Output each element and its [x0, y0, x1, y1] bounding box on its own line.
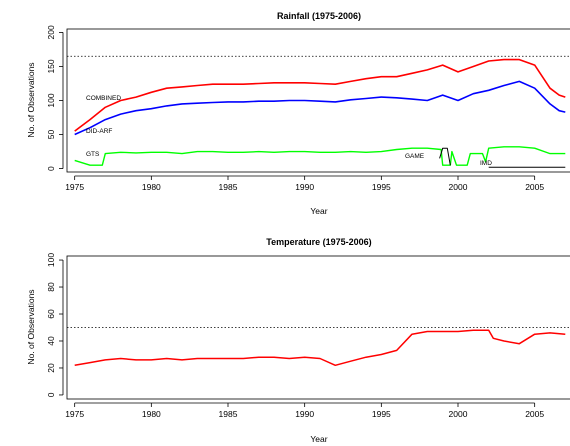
annotation-combined: COMBINED [86, 95, 121, 102]
temperature-y-tick-label: 0 [46, 392, 56, 397]
temperature-x-tick-label: 1995 [372, 409, 391, 419]
rainfall-x-tick-label: 2005 [525, 182, 544, 192]
rainfall-y-tick-label: 100 [46, 93, 56, 107]
rainfall-x-axis-label: Year [310, 206, 327, 216]
temperature-x-tick-label: 1980 [142, 409, 161, 419]
rainfall-x-axis: 1975 1980 1985 1990 1995 2000 2005 [65, 175, 544, 192]
rainfall-y-tick-label: 200 [46, 25, 56, 39]
annotation-game: GAME [405, 153, 425, 160]
temperature-y-tick-label: 60 [46, 309, 56, 319]
annotation-did-arf: DID-ARF [86, 128, 112, 135]
rainfall-panel: Rainfall (1975-2006) 1975 1980 1985 1990 199… [26, 11, 570, 216]
combined-series-line [74, 58, 566, 132]
rainfall-x-tick-label: 1995 [372, 182, 391, 192]
rainfall-x-tick-label: 1980 [142, 182, 161, 192]
rainfall-y-tick-label: 50 [46, 130, 56, 140]
temperature-y-tick-label: 20 [46, 363, 56, 373]
annotation-imd: IMD [480, 160, 492, 167]
temperature-panel: Temperature (1975-2006) 1975 1980 1985 1990… [26, 237, 570, 444]
temperature-y-axis-label: No. of Observations [26, 289, 36, 364]
temperature-x-tick-label: 1975 [65, 409, 84, 419]
temperature-y-tick-label: 40 [46, 336, 56, 346]
gts-series-line [74, 146, 566, 166]
temperature-x-tick-label: 2005 [525, 409, 544, 419]
rainfall-x-tick-label: 1985 [219, 182, 238, 192]
temperature-y-axis: 0 20 40 60 80 100 [46, 253, 64, 397]
temperature-x-tick-label: 1990 [295, 409, 314, 419]
temperature-x-tick-label: 1985 [219, 409, 238, 419]
rainfall-y-tick-label: 0 [46, 166, 56, 171]
temperature-x-axis-label: Year [310, 434, 327, 444]
temperature-series-line [74, 329, 566, 367]
temperature-chart-title: Temperature (1975-2006) [266, 237, 371, 247]
temperature-x-tick-label: 2000 [449, 409, 468, 419]
rainfall-y-axis: 0 50 100 150 200 [46, 25, 64, 171]
did-arf-series-line [74, 80, 566, 136]
temperature-y-tick-label: 80 [46, 282, 56, 292]
temperature-y-tick-label: 100 [46, 253, 56, 267]
temperature-x-axis: 1975 1980 1985 1990 1995 2000 2005 [65, 402, 544, 419]
rainfall-plot-frame [66, 28, 570, 173]
rainfall-series-lines [74, 58, 566, 168]
rainfall-x-tick-label: 2000 [449, 182, 468, 192]
rainfall-y-axis-label: No. of Observations [26, 62, 36, 137]
rainfall-x-tick-label: 1990 [295, 182, 314, 192]
temperature-series-lines [74, 329, 566, 367]
game-series-line [439, 147, 451, 166]
annotation-gts: GTS [86, 151, 100, 158]
rainfall-y-tick-label: 150 [46, 59, 56, 73]
rainfall-chart-title: Rainfall (1975-2006) [277, 11, 361, 21]
rainfall-x-tick-label: 1975 [65, 182, 84, 192]
